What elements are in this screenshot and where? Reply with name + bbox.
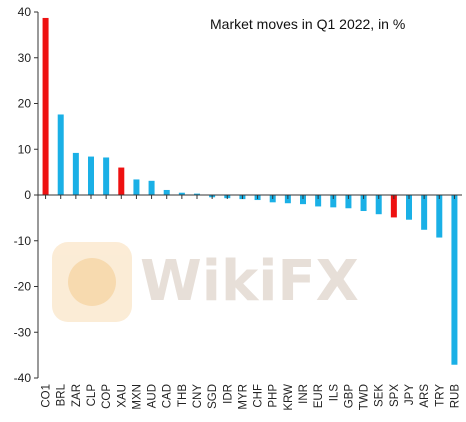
x-tick-label: COP	[101, 384, 113, 409]
bar-thb	[178, 192, 185, 195]
watermark: WikiFX	[52, 242, 359, 322]
x-tick-label: AUD	[147, 384, 159, 408]
bar-twd	[360, 195, 367, 212]
y-tick-label: 20	[18, 97, 32, 111]
bar-ils	[330, 195, 337, 208]
x-axis: CO1 BRL ZAR CLP COP XAU MXN AUD CAD THB CNY SGD IDR M…	[38, 194, 462, 411]
watermark-text: WikiFX	[140, 249, 359, 314]
bar-aud	[148, 180, 155, 195]
y-tick-label: 40	[18, 5, 32, 19]
bar-clp	[88, 156, 94, 195]
x-tick-label: TWD	[359, 384, 371, 410]
bar-try	[436, 195, 443, 238]
bar-eur	[315, 195, 322, 207]
x-tick-label: ZAR	[71, 384, 83, 407]
y-tick-label: -40	[14, 371, 32, 385]
x-tick-label: MXN	[131, 384, 143, 410]
x-tick-label: CO1	[41, 384, 53, 408]
bar-cop	[103, 157, 110, 195]
y-tick-label: 0	[24, 188, 31, 202]
y-tick-label: -20	[14, 280, 32, 294]
x-tick-label: BRL	[56, 383, 68, 406]
x-tick-label: CLP	[86, 384, 98, 407]
bar-gbp	[345, 195, 352, 209]
x-tick-label: SPX	[389, 384, 401, 407]
x-tick-label: PHP	[268, 384, 280, 408]
x-tick-label: JPY	[404, 384, 416, 405]
x-tick-label: CHF	[253, 384, 265, 408]
chart-title: Market moves in Q1 2022, in %	[210, 16, 405, 32]
bar-cny	[194, 193, 200, 195]
x-tick-label: THB	[177, 384, 189, 407]
x-tick-label: MYR	[237, 384, 249, 410]
x-tick-label: TRY	[434, 384, 446, 407]
x-tick-label: GBP	[343, 384, 355, 409]
y-axis: -40 -30 -20 -10 0 10 20 30 40	[14, 5, 39, 385]
x-tick-label: CNY	[192, 384, 204, 409]
bar-krw	[284, 195, 291, 204]
bar-brl	[57, 114, 64, 195]
x-tick-label: EUR	[313, 384, 325, 408]
bar-co1	[42, 17, 49, 196]
bar-jpy	[406, 195, 412, 220]
bar-inr	[300, 195, 306, 205]
bar-spx	[390, 195, 397, 218]
y-tick-label: 30	[18, 51, 32, 65]
x-tick-label: ILS	[328, 384, 340, 402]
y-tick-label: -30	[14, 325, 32, 339]
x-tick-label: RUB	[449, 384, 461, 409]
x-tick-label: SGD	[207, 384, 219, 409]
bar-ars	[421, 195, 428, 230]
bar-mxn	[133, 179, 140, 195]
bar-sek	[375, 195, 382, 215]
x-tick-label: CAD	[162, 384, 174, 408]
watermark-logo-emblem	[68, 258, 116, 306]
y-tick-label: 10	[18, 142, 32, 156]
x-tick-label: SEK	[374, 384, 386, 407]
bar-rub	[451, 195, 458, 365]
bar-zar	[72, 152, 79, 195]
x-tick-label: XAU	[116, 384, 128, 408]
y-tick-label: -10	[14, 234, 32, 248]
bars	[42, 17, 458, 365]
x-tick-label: INR	[298, 384, 310, 404]
bar-cad	[163, 189, 170, 195]
x-tick-label: ARS	[419, 384, 431, 408]
x-tick-label: IDR	[222, 384, 234, 404]
bar-xau	[118, 167, 125, 195]
x-tick-label: KRW	[283, 384, 295, 411]
